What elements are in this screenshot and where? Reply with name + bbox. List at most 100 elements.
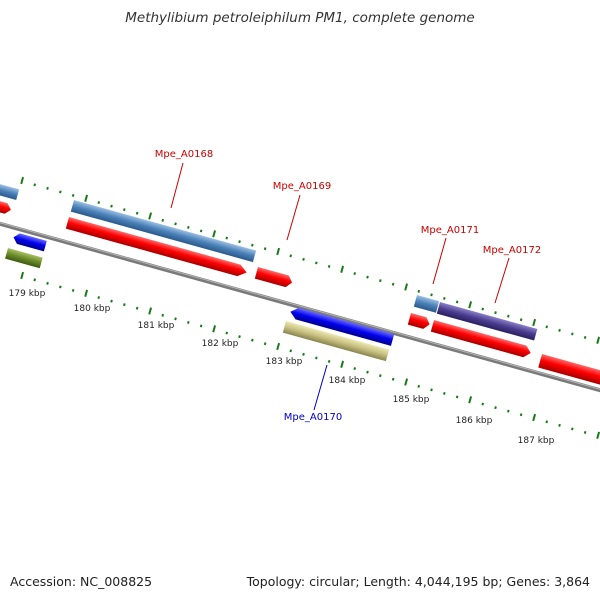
lower-tick-minor (289, 349, 293, 353)
upper-tick-major (404, 283, 409, 291)
upper-tick-minor (443, 296, 446, 300)
upper-tick-minor (494, 311, 497, 315)
gene-feature-khaki[interactable] (282, 321, 390, 362)
kbp-label-179: 179 kbp (9, 289, 46, 299)
upper-tick-minor (135, 211, 139, 215)
upper-tick-major (276, 247, 281, 256)
lower-tick-minor (545, 420, 549, 424)
gene-feature-mpe-a0170[interactable] (289, 306, 395, 346)
lower-tick-minor (174, 317, 177, 321)
upper-tick-minor (558, 328, 561, 332)
lower-tick-major (212, 325, 217, 333)
upper-tick-major (212, 230, 217, 238)
gene-feature-red-mid[interactable] (430, 320, 532, 359)
lower-tick-minor (238, 335, 241, 339)
lower-tick-major (148, 307, 153, 315)
gene-feature-steel-left[interactable] (0, 183, 20, 201)
gene-feature-olive[interactable] (5, 248, 43, 269)
gene-feature-red-small[interactable] (407, 313, 431, 330)
kbp-label-186: 186 kbp (456, 416, 493, 426)
upper-tick-major (84, 194, 89, 202)
gene-label-mpe-a0169[interactable]: Mpe_A0169 (273, 181, 331, 192)
lower-tick-minor (571, 427, 574, 431)
upper-tick-minor (315, 261, 318, 265)
gene-feature-blue-small[interactable] (12, 232, 47, 252)
upper-tick-major (148, 212, 153, 220)
lower-tick-minor (558, 423, 561, 427)
lower-tick-minor (379, 374, 382, 378)
upper-tick-minor (161, 218, 165, 222)
lower-tick-major (468, 396, 473, 404)
upper-tick-minor (123, 208, 126, 212)
kbp-label-187: 187 kbp (518, 436, 555, 446)
lower-tick-major (404, 378, 409, 386)
kbp-label-182: 182 kbp (202, 339, 239, 349)
upper-tick-minor (545, 325, 549, 329)
gene-feature-mpe-a0171[interactable] (413, 295, 440, 313)
gene-feature-red-right[interactable] (538, 354, 600, 387)
gene-label-mpe-a0171[interactable]: Mpe_A0171 (421, 225, 479, 236)
upper-tick-minor (379, 279, 382, 283)
lower-tick-minor (71, 288, 75, 292)
lower-tick-minor (187, 320, 190, 324)
lower-tick-minor (391, 377, 395, 381)
lower-tick-minor (33, 278, 37, 282)
kbp-label-184: 184 kbp (329, 376, 366, 386)
lower-tick-minor (46, 281, 49, 285)
lower-tick-minor (123, 303, 126, 307)
upper-tick-minor (366, 275, 369, 279)
lower-tick-minor (251, 338, 254, 342)
kbp-label-180: 180 kbp (74, 304, 111, 314)
upper-tick-minor (289, 254, 293, 258)
leader-line-mpe-a0168 (170, 162, 184, 209)
gene-feature-red-long[interactable] (65, 217, 248, 278)
upper-tick-minor (263, 247, 267, 251)
lower-tick-minor (583, 430, 587, 434)
gene-label-mpe-a0170[interactable]: Mpe_A0170 (284, 412, 342, 423)
lower-tick-major (20, 271, 25, 280)
upper-tick-major (468, 301, 473, 309)
gene-feature-mpe-a0168[interactable] (70, 200, 257, 263)
kbp-label-181: 181 kbp (138, 321, 175, 331)
lower-tick-major (340, 360, 345, 368)
lower-tick-minor (353, 367, 357, 371)
upper-tick-minor (481, 307, 485, 311)
upper-tick-minor (507, 314, 510, 318)
lower-tick-minor (327, 359, 331, 363)
lower-tick-minor (59, 285, 62, 289)
upper-tick-minor (46, 186, 49, 190)
upper-tick-minor (251, 243, 254, 247)
lower-tick-minor (366, 370, 369, 374)
lower-tick-minor (302, 352, 305, 356)
upper-tick-minor (353, 272, 357, 276)
lower-tick-minor (161, 313, 165, 317)
kbp-label-183: 183 kbp (266, 357, 303, 367)
upper-tick-minor (571, 332, 574, 336)
lower-tick-minor (110, 299, 113, 303)
lower-tick-minor (481, 402, 485, 406)
upper-tick-minor (391, 282, 395, 286)
upper-tick-major (596, 336, 600, 344)
upper-tick-minor (97, 201, 101, 205)
lower-tick-minor (199, 324, 203, 328)
lower-tick-minor (519, 413, 523, 417)
gene-label-mpe-a0172[interactable]: Mpe_A0172 (483, 245, 541, 256)
lower-tick-minor (97, 296, 101, 300)
upper-tick-minor (225, 236, 229, 240)
gene-feature-red-left[interactable] (0, 200, 12, 215)
gene-feature-mpe-a0169[interactable] (254, 267, 294, 288)
leader-line-mpe-a0171 (432, 237, 447, 285)
lower-tick-minor (443, 391, 446, 395)
gene-feature-mpe-a0172[interactable] (436, 302, 538, 341)
upper-tick-track (20, 176, 600, 344)
upper-tick-minor (110, 204, 113, 208)
gene-label-mpe-a0168[interactable]: Mpe_A0168 (155, 149, 213, 160)
upper-tick-minor (33, 183, 37, 187)
leader-line-mpe-a0170 (313, 364, 328, 411)
lower-tick-minor (455, 395, 459, 399)
lower-tick-major (596, 431, 600, 439)
upper-tick-minor (327, 264, 331, 268)
upper-tick-major (532, 318, 537, 327)
accession-label: Accession: NC_008825 (10, 574, 153, 589)
